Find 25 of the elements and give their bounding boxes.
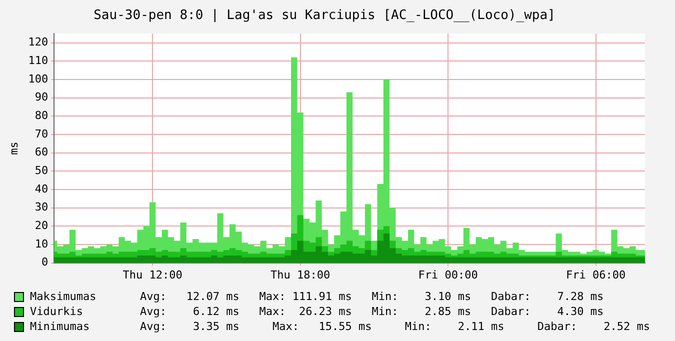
y-tick-label: 50 [34, 164, 48, 177]
legend-label: Minimumas [30, 320, 91, 333]
y-tick-label: 90 [34, 90, 48, 104]
text: Avg: 6.12 ms Max: 26.23 ms Min: 2.85 ms Dabar: 4.30 ms [140, 305, 604, 318]
y-tick-label: 20 [34, 218, 48, 232]
y-tick-label: 40 [34, 182, 48, 196]
y-tick-label: 10 [34, 237, 48, 250]
legend-label: Vidurkis [30, 305, 84, 318]
x-tick-label: Fri 06:00 [566, 268, 626, 282]
y-tick-label: 100 [28, 72, 48, 86]
y-tick-label: 110 [28, 54, 48, 67]
text: Avg: 3.35 ms Max: 15.55 ms Min: 2.11 ms Dabar: 2.52 ms [140, 320, 650, 333]
y-tick-label: 120 [28, 36, 48, 49]
y-tick-label: 60 [34, 146, 48, 159]
y-tick-label: 70 [34, 127, 48, 140]
text: Avg: 12.07 ms Max: 111.91 ms Min: 3.10 ms Dabar: 7.28 ms [140, 290, 604, 303]
y-tick-label: 80 [34, 108, 48, 122]
legend-label: Maksimumas [30, 290, 98, 303]
y-tick-label: 30 [34, 200, 48, 214]
y-axis-title: ms [7, 142, 20, 155]
x-tick-label: Thu 12:00 [122, 268, 182, 282]
x-tick-label: Thu 18:00 [270, 268, 330, 282]
x-tick-label: Fri 00:00 [418, 268, 478, 282]
chart-title: Sau-30-pen 8:0 | Lag'as su Karciupis [AC_-LOCO__(Loco)_wpa] [94, 8, 556, 24]
y-tick-label: 0 [41, 256, 48, 269]
